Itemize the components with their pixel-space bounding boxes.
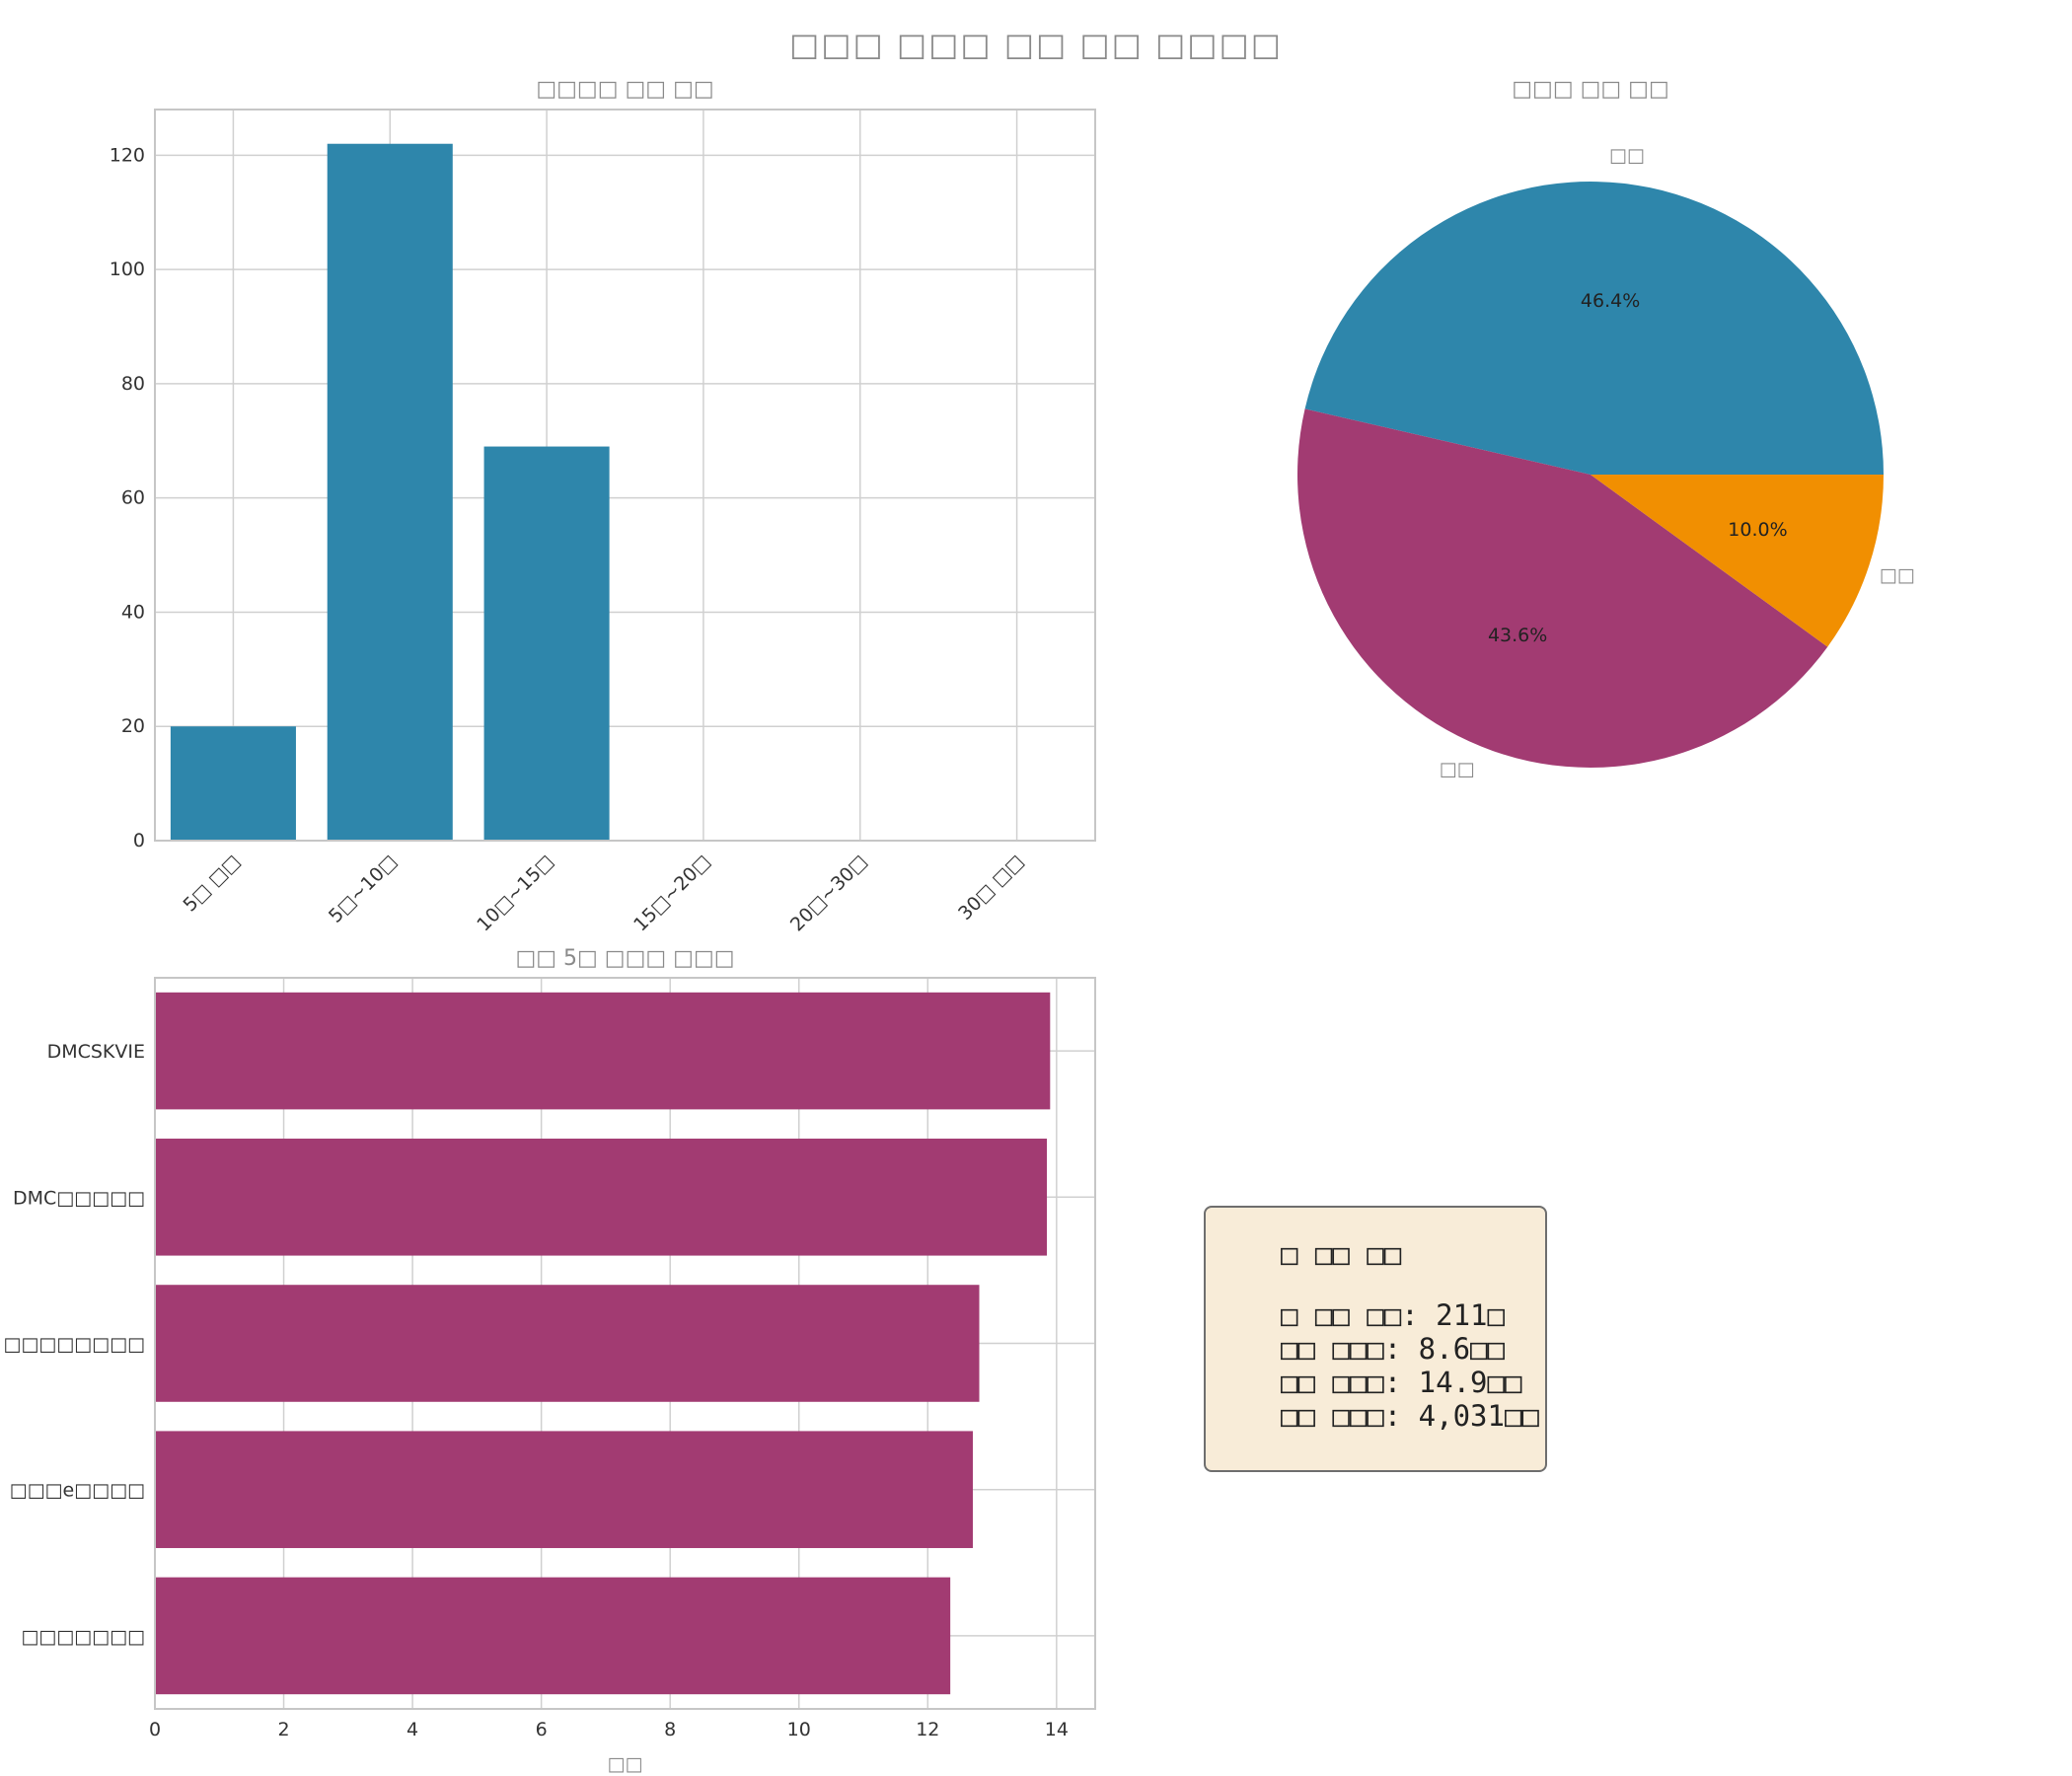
y-tick-label: 20 <box>121 715 145 737</box>
y-tick-label: 120 <box>110 144 145 166</box>
pie-pct-label: 46.4% <box>1581 290 1640 312</box>
y-tick-label: □□□□□□□ <box>21 1626 145 1648</box>
x-tick-label: 20□~30□ <box>786 851 871 935</box>
pie-chart-distribution: □□□ □□ □□ 46.4% □□ 43.6% □□ 10.0% □□ <box>1297 77 1915 779</box>
y-tick-label: 100 <box>110 259 145 280</box>
x-tick-label: 15□~20□ <box>629 851 714 935</box>
pie-slice <box>1591 475 1884 647</box>
x-tick-label: 8 <box>664 1719 676 1740</box>
x-tick-label: 5□ □□ <box>179 851 244 916</box>
hbar-chart-top5: □□ 5□ □□□ □□□ 0 2 4 6 8 10 12 14 DMCSKVIE DMC□□□□□… <box>3 946 1096 1775</box>
hbar-chart-frame <box>154 977 1096 1710</box>
bar-chart-frame <box>154 109 1096 842</box>
stats-line: □ □□ □□: 211□ <box>1281 1298 1505 1332</box>
stats-line: □□ □□□: 4,031□□ <box>1281 1399 1539 1433</box>
x-tick-label: 2 <box>278 1719 290 1740</box>
bar <box>155 1431 973 1548</box>
bar-chart-price-distribution: □□□□ □□ □□ 0 20 40 60 80 100 120 5□ □□ 5□~10□ 10□~… <box>110 77 1096 935</box>
x-tick-label: 12 <box>916 1719 939 1740</box>
y-tick-label: 0 <box>133 830 145 851</box>
x-tick-label: 30□ □□ <box>954 851 1028 925</box>
pie-pct-label: 10.0% <box>1728 519 1787 541</box>
pie-slice-label: □□ <box>1440 758 1475 779</box>
pie-slice-label: □□ <box>1880 564 1915 586</box>
pie-pct-label: 43.6% <box>1488 625 1547 646</box>
hbar-chart-title: □□ 5□ □□□ □□□ <box>515 946 734 971</box>
y-tick-label: □□□e□□□□ <box>10 1480 145 1502</box>
x-tick-label: 10 <box>787 1719 811 1740</box>
bar <box>155 1139 1048 1256</box>
x-tick-label: 5□~10□ <box>325 851 402 927</box>
bar <box>483 446 610 841</box>
bar-chart-title: □□□□ □□ □□ <box>536 77 713 102</box>
figure-title: □□□ □□□ □□ □□ □□□□ <box>789 26 1283 63</box>
x-axis-label: □□ <box>608 1753 643 1775</box>
pie-chart-title: □□□ □□ □□ <box>1512 77 1669 102</box>
y-tick-label: DMC□□□□□ <box>13 1187 145 1209</box>
pie-slice <box>1297 408 1828 768</box>
x-tick-label: 10□~15□ <box>473 851 557 935</box>
x-tick-label: 0 <box>149 1719 161 1740</box>
bar <box>327 143 453 841</box>
stats-summary-box: □ □□ □□ □ □□ □□: 211□ □□ □□□: 8.6□□ □□ □… <box>1204 1206 1547 1472</box>
x-tick-label: 4 <box>407 1719 418 1740</box>
stats-line: □□ □□□: 8.6□□ <box>1281 1332 1505 1366</box>
bar <box>170 726 296 841</box>
bar <box>155 1285 980 1402</box>
x-tick-label: 14 <box>1045 1719 1069 1740</box>
pie-slice-label: □□ <box>1609 144 1645 166</box>
y-tick-label: DMCSKVIE <box>47 1041 145 1063</box>
y-tick-label: 40 <box>121 601 145 623</box>
stats-line: □□ □□□: 14.9□□ <box>1281 1366 1522 1399</box>
pie-slice <box>1304 181 1884 475</box>
y-tick-label: □□□□□□□□ <box>3 1334 145 1356</box>
stats-heading: □ □□ □□ <box>1281 1237 1402 1271</box>
y-tick-label: 60 <box>121 487 145 509</box>
y-tick-label: 80 <box>121 373 145 395</box>
bar <box>155 992 1051 1110</box>
x-tick-label: 6 <box>536 1719 548 1740</box>
bar <box>155 1577 951 1695</box>
